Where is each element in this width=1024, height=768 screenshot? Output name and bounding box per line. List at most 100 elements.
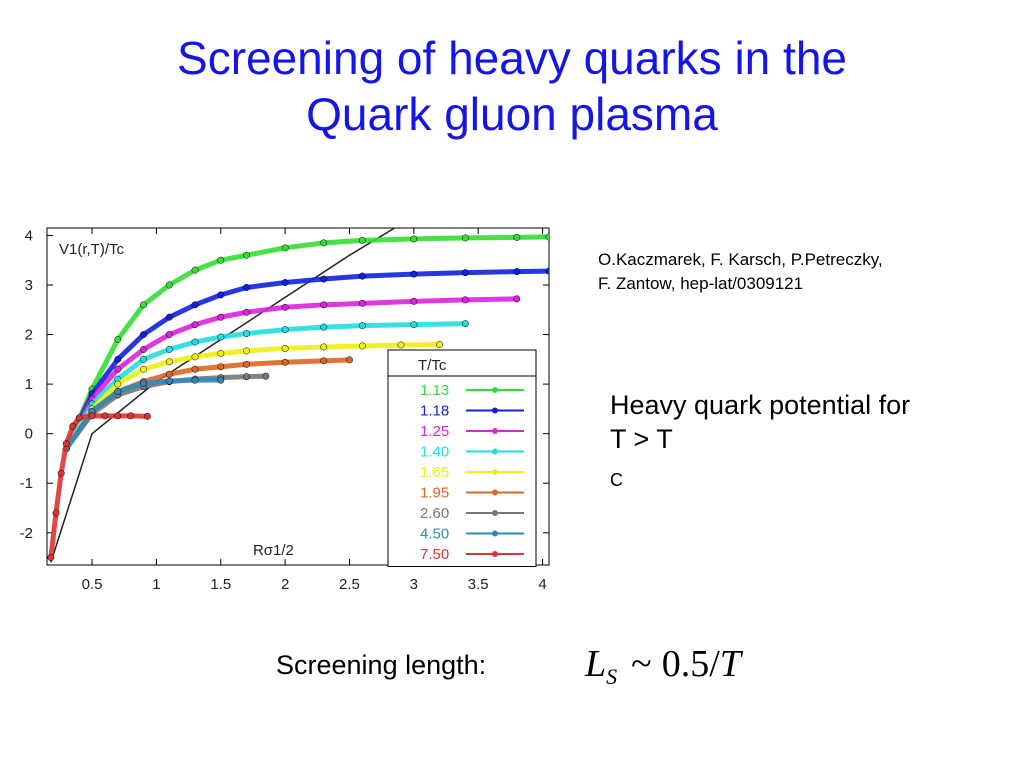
plot-area: [47, 228, 549, 563]
data-point: [410, 321, 418, 329]
data-point: [410, 297, 418, 305]
data-point: [165, 358, 173, 366]
data-point: [217, 256, 225, 264]
data-point: [243, 330, 250, 338]
data-point: [358, 322, 366, 330]
y-tick-label: 0: [25, 426, 33, 443]
data-point: [281, 344, 289, 352]
data-point: [140, 331, 147, 339]
data-point: [191, 353, 199, 361]
legend-marker: [492, 469, 498, 475]
description-line-1: Heavy quark potential for: [610, 390, 911, 420]
description-prefix: T > T: [610, 424, 673, 454]
data-point: [165, 370, 173, 378]
x-tick-label: 0.5: [82, 576, 103, 593]
data-point: [461, 269, 469, 277]
data-point: [217, 349, 225, 357]
y-tick-label: 1: [25, 376, 33, 393]
data-point: [165, 281, 173, 289]
data-point: [140, 345, 147, 353]
y-tick-label: 3: [25, 277, 33, 294]
y-tick-label: 4: [25, 227, 33, 244]
legend-label: 1.25: [420, 423, 449, 440]
data-point: [397, 341, 405, 349]
legend-label: 1.18: [420, 403, 449, 420]
data-point: [513, 233, 521, 241]
data-point: [140, 379, 147, 387]
data-point: [191, 321, 199, 329]
data-point: [143, 412, 151, 420]
legend-marker: [492, 551, 498, 557]
formula-lhs-subscript: S: [606, 664, 618, 689]
reference-citation: O.Kaczmarek, F. Karsch, P.Petreczky, F. …: [598, 248, 1008, 296]
legend-marker: [492, 530, 498, 537]
legend-marker: [492, 448, 498, 455]
potential-chart-svg: -2 -1 0 1 2 3 4 0.5 1 1.5 2 2.5 3 3.5 4 V1(r,T)/Tc Rσ1/2…: [20, 227, 550, 593]
data-point: [461, 296, 469, 304]
y-tick-label: -2: [20, 525, 33, 542]
data-point: [191, 301, 199, 309]
chart-legend: T/Tc 1.13 1.18 1.25 1.40 1.65 1.95 2.60 4.50 7.50: [387, 349, 537, 567]
formula-lhs: L: [585, 643, 607, 685]
data-point: [281, 244, 289, 252]
description-text: Heavy quark potential for T > T C: [610, 388, 1020, 497]
slide-title-line-2: Quark gluon plasma: [306, 88, 718, 140]
data-point: [52, 509, 60, 517]
data-point: [191, 376, 199, 384]
legend-box: [387, 349, 537, 567]
data-point: [513, 295, 521, 303]
data-point: [114, 365, 122, 373]
data-point: [358, 236, 366, 244]
data-point: [217, 363, 225, 371]
data-point: [217, 313, 225, 321]
data-point: [545, 233, 549, 241]
data-point: [191, 338, 199, 346]
data-point: [114, 388, 122, 395]
data-point: [346, 356, 353, 364]
legend-label: 1.65: [420, 464, 449, 481]
data-point: [358, 342, 366, 350]
x-tick-label: 3.5: [468, 576, 489, 593]
data-point: [410, 270, 418, 278]
data-point: [114, 412, 122, 420]
data-point: [243, 373, 250, 381]
data-point: [165, 331, 173, 339]
data-point: [114, 380, 122, 388]
data-point: [165, 345, 173, 353]
data-point: [191, 266, 199, 274]
data-point: [320, 301, 328, 309]
x-tick-label: 2: [281, 576, 289, 593]
legend-label: 7.50: [420, 546, 449, 563]
legend-label: 1.13: [420, 382, 449, 399]
legend-title: T/Tc: [418, 357, 447, 374]
legend-label: 4.50: [420, 526, 449, 543]
formula-rhs: 0.5/: [661, 643, 720, 685]
data-point: [281, 303, 289, 311]
data-point: [217, 376, 225, 384]
x-tick-label: 3: [410, 576, 418, 593]
legend-marker: [492, 407, 498, 414]
data-point: [140, 365, 147, 373]
legend-marker: [492, 510, 498, 516]
potential-chart: -2 -1 0 1 2 3 4 0.5 1 1.5 2 2.5 3 3.5 4 V1(r,T)/Tc Rσ1/2…: [0, 210, 560, 605]
y-tick-label: -1: [20, 475, 33, 492]
data-point: [262, 372, 270, 380]
data-point: [281, 326, 289, 334]
data-point: [140, 355, 147, 363]
data-point: [243, 284, 250, 291]
legend-label: 1.40: [420, 444, 449, 461]
data-point: [281, 279, 289, 286]
data-point: [75, 414, 83, 422]
series-line: [63, 296, 520, 452]
data-point: [243, 347, 250, 355]
data-point: [165, 313, 173, 321]
legend-marker: [492, 489, 498, 496]
data-point: [217, 333, 225, 341]
x-tick-label: 2.5: [339, 576, 360, 593]
data-point: [191, 365, 199, 373]
data-point: [243, 360, 250, 368]
data-point: [243, 308, 250, 316]
screening-length-formula: LS ~0.5/T: [585, 642, 741, 690]
description-line-2: T > T C: [610, 422, 1020, 497]
data-point: [320, 275, 328, 283]
